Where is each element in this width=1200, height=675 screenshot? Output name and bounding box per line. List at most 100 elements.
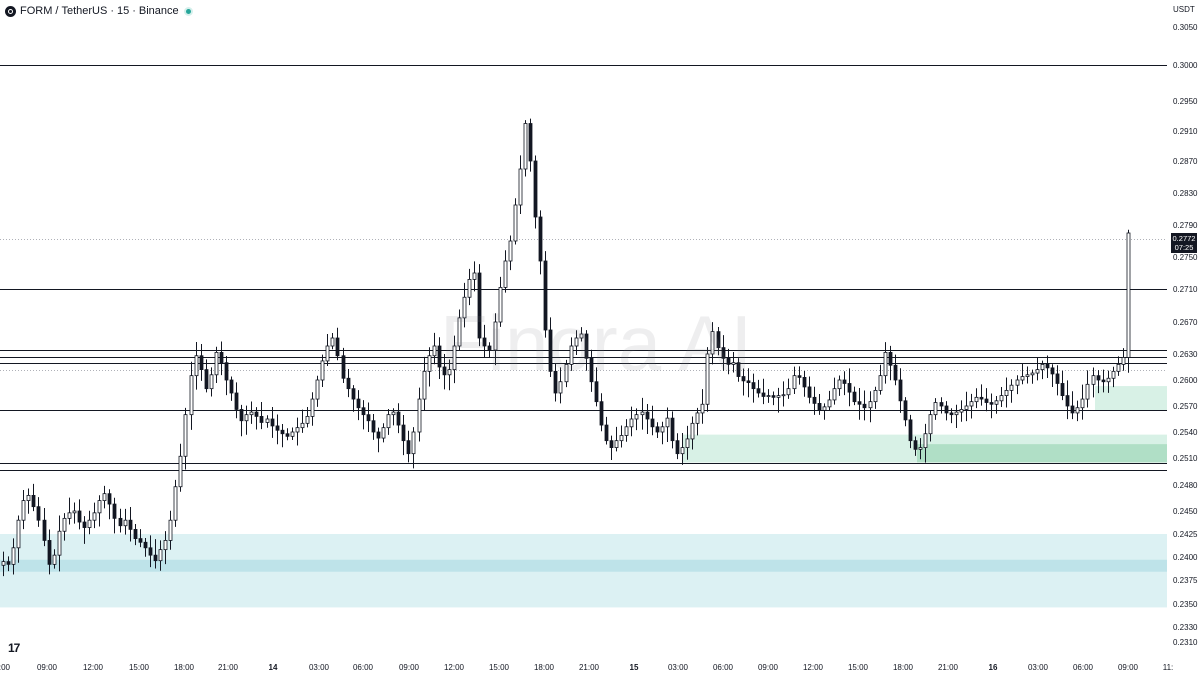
candle-body <box>629 418 634 428</box>
candle-body <box>87 519 92 528</box>
candle-body <box>918 447 923 450</box>
candle-body <box>1106 377 1111 383</box>
candle-body <box>736 362 741 377</box>
candle-body <box>300 422 305 429</box>
y-axis-tick-label: 0.2480 <box>1173 481 1198 490</box>
candle-body <box>680 447 685 455</box>
candle-body <box>716 331 721 349</box>
candle-body <box>163 540 168 551</box>
candle-body <box>933 402 938 416</box>
candle-body <box>36 506 41 521</box>
zone-rect <box>1095 386 1167 411</box>
candle-body <box>482 337 487 347</box>
candle-body <box>624 426 629 436</box>
x-axis-tick-label: 12:00 <box>83 663 104 672</box>
last-price-value: 0.2772 <box>1172 234 1196 243</box>
candle-body <box>1091 375 1096 385</box>
candle-body <box>295 427 300 433</box>
x-axis-tick-label: 15:00 <box>848 663 869 672</box>
candle-body <box>401 424 406 442</box>
candle-body <box>1009 384 1014 391</box>
y-axis-tick-label: 0.2950 <box>1173 97 1198 106</box>
candle-body <box>77 510 82 523</box>
y-axis-tick-label: 0.2630 <box>1173 350 1198 359</box>
candle-body <box>670 417 675 442</box>
candle-body <box>335 337 340 357</box>
y-axis-tick-label: 0.3000 <box>1173 61 1198 70</box>
symbol-name: FORM <box>20 5 53 17</box>
exchange-name: Binance <box>138 5 179 17</box>
candle-body <box>467 278 472 298</box>
candle-body <box>285 433 290 437</box>
candle-body <box>731 362 736 365</box>
candle-body <box>209 374 214 390</box>
candle-body <box>548 329 553 372</box>
candle-body <box>31 494 36 508</box>
candle-body <box>574 337 579 347</box>
symbol-header[interactable]: FORM / TetherUS · 15 · Binance <box>5 4 191 18</box>
x-axis-tick-label: 03:00 <box>668 663 689 672</box>
candle-body <box>751 382 756 390</box>
candle-body <box>457 317 462 347</box>
candle-body <box>538 216 543 262</box>
candle-body <box>346 377 351 390</box>
candle-body <box>265 418 270 423</box>
candle-body <box>107 493 112 505</box>
candle-body <box>118 517 123 527</box>
candle-body <box>1030 372 1035 376</box>
candle-body <box>16 519 21 549</box>
candle-body <box>138 538 143 543</box>
watermark: Finora AI <box>440 299 753 387</box>
candle-body <box>873 389 878 403</box>
y-axis-tick-label: 0.2790 <box>1173 221 1198 230</box>
candle-body <box>959 409 964 413</box>
candle-body <box>47 540 52 565</box>
candle-body <box>1126 232 1131 358</box>
candle-body <box>685 438 690 448</box>
candle-body <box>148 547 153 556</box>
candle-body <box>756 388 761 394</box>
candle-body <box>472 272 477 280</box>
candle-body <box>249 411 254 416</box>
candle-body <box>619 435 624 442</box>
candle-body <box>183 414 188 457</box>
y-axis-tick-label: 0.2450 <box>1173 507 1198 516</box>
candle-body <box>954 411 959 416</box>
candle-body <box>812 396 817 404</box>
tradingview-logo-icon[interactable]: 17 <box>8 641 20 655</box>
candle-body <box>584 333 589 359</box>
x-axis-tick-label: 09:00 <box>1118 663 1139 672</box>
y-axis-tick-label: 0.2570 <box>1173 402 1198 411</box>
candle-body <box>1065 395 1070 407</box>
header-separator: / <box>55 5 59 17</box>
candle-body <box>589 357 594 383</box>
symbol-logo-icon <box>5 5 16 17</box>
candle-body <box>11 547 16 565</box>
candle-body <box>898 379 903 402</box>
y-axis-tick-label: 0.2600 <box>1173 376 1198 385</box>
candle-body <box>690 422 695 440</box>
candle-body <box>178 455 183 488</box>
candle-body <box>721 347 726 359</box>
candle-body <box>579 333 584 339</box>
candle-body <box>290 431 295 437</box>
zone-rect <box>0 559 1167 572</box>
candle-body <box>513 204 518 242</box>
y-axis-tick-label: 0.2310 <box>1173 638 1198 647</box>
candle-body <box>462 296 467 319</box>
x-axis-tick-label: 18:00 <box>174 663 195 672</box>
candle-body <box>153 554 158 562</box>
header-separator: · <box>110 5 114 17</box>
x-axis-tick-label: 15:00 <box>489 663 510 672</box>
candle-body <box>270 418 275 427</box>
candle-body <box>979 396 984 400</box>
candle-body <box>102 493 107 501</box>
candle-body <box>822 406 827 411</box>
interval-label: 15 <box>116 5 130 17</box>
candle-body <box>493 321 498 351</box>
candle-body <box>341 355 346 379</box>
candle-body <box>452 345 457 371</box>
x-axis-tick-label: 06:00 <box>0 663 11 672</box>
candle-body <box>1040 363 1045 370</box>
